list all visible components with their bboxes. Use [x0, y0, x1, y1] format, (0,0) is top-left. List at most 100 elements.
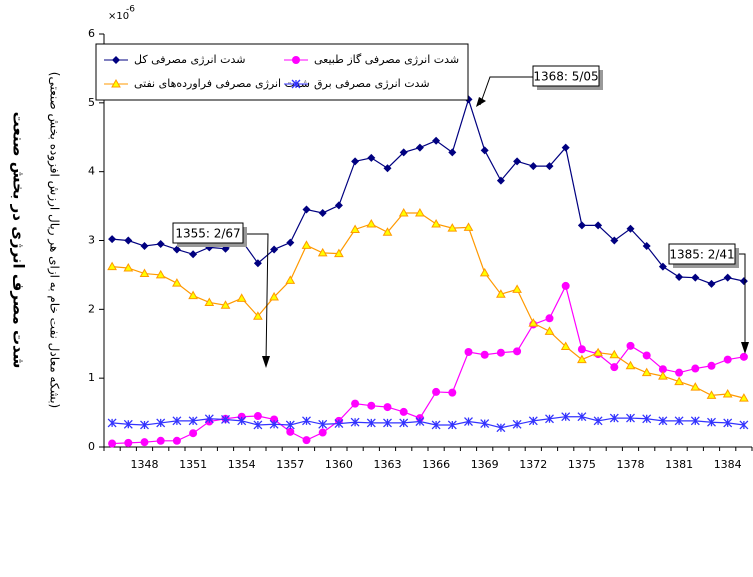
legend-label: شدت انرژی مصرفی کل	[134, 53, 245, 66]
marker	[593, 347, 603, 357]
marker	[286, 238, 295, 247]
annotation-arrow	[735, 253, 746, 348]
series	[108, 95, 748, 288]
marker	[189, 250, 198, 259]
x-tick-label: 1351	[179, 458, 207, 471]
marker	[204, 414, 214, 424]
marker	[399, 418, 409, 428]
x-tick-label: 1354	[228, 458, 256, 471]
marker	[722, 388, 733, 398]
marker	[496, 423, 506, 433]
marker	[431, 420, 441, 430]
marker	[253, 412, 262, 421]
marker	[156, 418, 166, 428]
marker	[723, 273, 732, 282]
marker	[367, 401, 376, 410]
marker	[609, 349, 620, 359]
marker	[528, 318, 539, 327]
marker	[561, 412, 571, 422]
marker	[625, 360, 636, 370]
marker	[464, 348, 473, 357]
marker	[642, 242, 651, 251]
legend-marker	[291, 79, 301, 89]
marker	[626, 341, 635, 350]
marker	[512, 419, 522, 429]
x-tick-label: 1363	[374, 458, 402, 471]
marker	[317, 247, 328, 257]
marker	[366, 418, 376, 428]
marker	[706, 390, 717, 399]
marker	[415, 143, 424, 152]
marker	[204, 297, 215, 306]
marker	[739, 352, 748, 361]
marker	[593, 416, 603, 426]
marker	[124, 236, 133, 245]
marker	[415, 207, 425, 217]
marker	[610, 236, 619, 245]
marker	[302, 436, 311, 445]
marker	[253, 259, 262, 268]
y-tick-label: 2	[88, 302, 95, 315]
marker	[351, 399, 360, 408]
x-tick-label: 1372	[519, 458, 547, 471]
marker	[123, 419, 133, 429]
marker	[350, 224, 360, 233]
marker	[545, 314, 554, 323]
line	[112, 284, 745, 445]
marker	[448, 148, 457, 157]
legend-label: شدت انرژی مصرفی فراورده‌های نفتی	[134, 77, 310, 90]
line	[112, 97, 745, 285]
legend-label: شدت انرژی مصرفی گاز طبیعی	[314, 53, 459, 66]
marker	[415, 417, 425, 426]
marker	[480, 146, 489, 155]
y-multiplier-power: -6	[126, 5, 135, 15]
marker	[707, 361, 716, 370]
marker	[189, 429, 198, 438]
marker	[140, 420, 149, 430]
x-tick-label: 1375	[568, 458, 596, 471]
marker	[609, 413, 619, 423]
marker	[318, 208, 327, 217]
marker	[561, 281, 570, 290]
marker	[463, 222, 474, 231]
y-tick-label: 6	[88, 27, 95, 40]
marker	[269, 291, 279, 301]
marker	[399, 407, 408, 416]
annotation-box	[668, 243, 736, 265]
annotation-arrow	[479, 76, 534, 106]
marker	[350, 417, 360, 427]
marker	[641, 367, 652, 377]
marker	[107, 261, 117, 271]
marker	[691, 364, 700, 373]
marker	[221, 415, 230, 424]
marker	[658, 262, 667, 271]
x-tick-label: 1348	[131, 458, 159, 471]
legend-label: شدت انرژی مصرفی برق	[314, 77, 430, 90]
marker	[139, 268, 150, 278]
marker	[398, 207, 409, 217]
marker	[496, 176, 505, 185]
marker	[739, 277, 748, 286]
marker	[479, 267, 490, 277]
marker	[172, 436, 181, 445]
marker	[496, 289, 506, 298]
line	[112, 416, 744, 429]
marker	[528, 416, 538, 426]
marker	[658, 365, 667, 374]
x-tick-label: 1366	[422, 458, 450, 471]
marker	[496, 348, 505, 357]
y-multiplier-base: ×10	[108, 11, 129, 22]
marker	[707, 279, 716, 288]
marker	[513, 157, 522, 166]
marker	[513, 347, 522, 356]
marker	[351, 157, 360, 166]
marker	[675, 272, 684, 281]
marker	[577, 412, 587, 422]
annotation-box	[172, 222, 244, 244]
x-tick-label: 1369	[471, 458, 499, 471]
marker	[285, 275, 296, 284]
marker	[658, 371, 668, 380]
y-tick-label: 4	[88, 165, 95, 178]
marker	[334, 419, 344, 429]
